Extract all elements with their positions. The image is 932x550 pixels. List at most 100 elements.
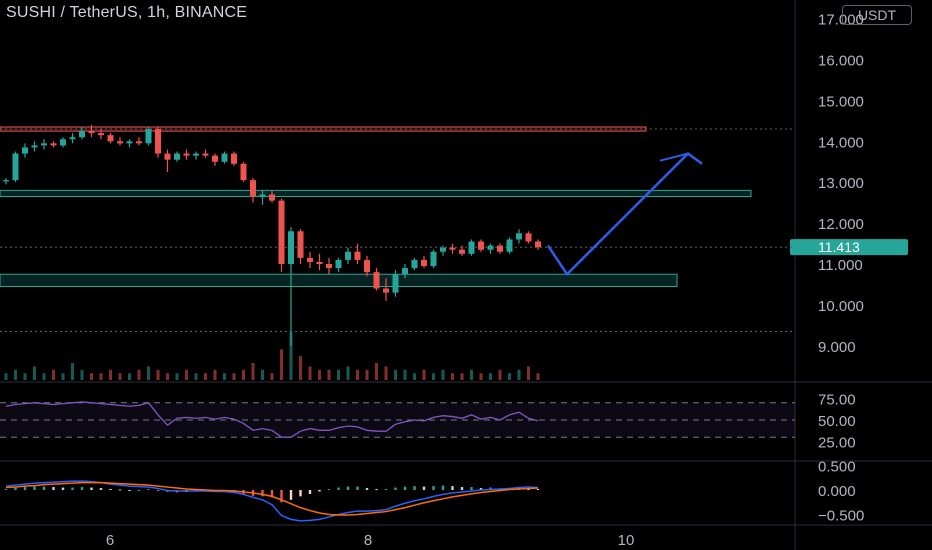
volume-bar xyxy=(489,373,492,380)
candle-body xyxy=(326,264,332,269)
macd-histogram-bar xyxy=(109,489,112,491)
volume-bar xyxy=(394,369,397,380)
projection-arrowhead xyxy=(659,152,689,162)
candle-body xyxy=(212,155,218,162)
candle-body xyxy=(174,153,180,160)
candle-body xyxy=(411,259,418,269)
candle-body xyxy=(297,231,304,258)
chart-title: SUSHI / TetherUS, 1h, BINANCE xyxy=(6,4,248,21)
candle-body xyxy=(421,259,427,267)
support-zone xyxy=(0,189,752,198)
candle-body xyxy=(288,231,294,264)
volume-bar xyxy=(299,356,302,380)
macd-histogram-bar xyxy=(536,489,540,491)
candle-body xyxy=(430,251,437,267)
macd-histogram-bar xyxy=(299,490,302,497)
current-price-badge xyxy=(790,239,908,256)
candle-body xyxy=(88,131,95,134)
currency-selector[interactable]: USDT xyxy=(842,5,912,25)
macd-histogram-bar xyxy=(327,489,331,491)
time-axis: 6 8 10 xyxy=(106,532,635,549)
candle-body xyxy=(487,245,494,250)
macd-histogram-bar xyxy=(156,490,160,491)
volume-bar xyxy=(147,366,150,380)
volume-bar xyxy=(42,373,46,380)
candle-body xyxy=(345,251,351,260)
candle-body xyxy=(259,194,266,197)
rsi-tick-label: 75.00 xyxy=(818,392,856,409)
macd-histogram-bar xyxy=(384,489,388,491)
macd-histogram-bar xyxy=(128,490,131,491)
macd-histogram-bar xyxy=(289,490,293,500)
volume-bar xyxy=(365,369,369,380)
price-tick-label: 13.000 xyxy=(818,175,864,192)
volume-bar xyxy=(280,349,283,380)
candle-body xyxy=(136,141,142,144)
macd-histogram-bar xyxy=(375,489,378,491)
volume-bar xyxy=(441,369,445,380)
candle-body xyxy=(364,259,370,273)
price-tick-label: 15.000 xyxy=(818,93,864,110)
volume-bar xyxy=(175,373,179,380)
candle-body xyxy=(478,241,484,250)
price-tick-label: 12.000 xyxy=(818,216,864,233)
volume-bar xyxy=(204,373,207,380)
volume-bar xyxy=(308,366,312,380)
support-zone xyxy=(0,273,678,287)
volume-bar xyxy=(14,369,17,380)
candle-body xyxy=(497,245,503,252)
volume-bar xyxy=(23,373,27,380)
volume-bar xyxy=(52,369,55,380)
candle-body xyxy=(60,139,66,146)
candle-body xyxy=(183,153,190,156)
candle-body xyxy=(440,247,446,252)
macd-tick-label: 0.500 xyxy=(818,459,856,476)
projection-path[interactable] xyxy=(546,152,703,276)
volume-bar xyxy=(270,373,274,380)
candle-body xyxy=(402,268,408,275)
candle-body xyxy=(145,129,152,144)
candle-body xyxy=(155,129,161,154)
volume-bar xyxy=(337,369,340,380)
volume-bar xyxy=(137,369,141,380)
candle-body xyxy=(383,288,389,293)
macd-histogram-bar xyxy=(451,486,454,490)
macd-histogram-bar xyxy=(261,490,264,497)
price-tick-label: 11.000 xyxy=(818,257,863,274)
time-tick-label: 6 xyxy=(106,532,114,549)
volume-bar xyxy=(156,369,160,380)
volume-bar xyxy=(90,373,93,380)
volume-bars xyxy=(4,332,540,380)
candle-body xyxy=(12,153,19,181)
volume-bar xyxy=(109,369,112,380)
macd-histogram-bar xyxy=(118,489,122,491)
macd-histogram-bar xyxy=(80,487,84,490)
macd-tick-label: −0.500 xyxy=(818,508,864,525)
volume-bar xyxy=(4,373,8,380)
macd-pane: 0.500 0.000 −0.500 xyxy=(4,459,864,525)
candle-body xyxy=(354,251,361,260)
candle-body xyxy=(126,141,133,144)
macd-line xyxy=(5,480,539,522)
candle-body xyxy=(525,233,532,242)
macd-tick-label: 0.000 xyxy=(818,483,856,500)
candle-body xyxy=(516,233,522,240)
volume-bar xyxy=(470,369,473,380)
volume-bar xyxy=(261,369,264,380)
price-tick-label: 14.000 xyxy=(818,134,864,151)
macd-histogram-bar xyxy=(42,486,46,490)
candle-body xyxy=(231,153,237,164)
candle-body xyxy=(164,153,171,160)
volume-bar xyxy=(289,332,293,380)
candle-body xyxy=(278,200,285,264)
horizontal-levels[interactable] xyxy=(0,126,795,332)
price-tick-label: 10.000 xyxy=(818,298,864,315)
candle-body xyxy=(3,180,9,182)
volume-bar xyxy=(403,369,407,380)
volume-bar xyxy=(527,366,530,380)
macd-histogram-bar xyxy=(4,489,8,491)
macd-histogram-bar xyxy=(137,490,141,491)
time-tick-label: 8 xyxy=(364,532,372,549)
macd-histogram-bar xyxy=(147,489,150,491)
